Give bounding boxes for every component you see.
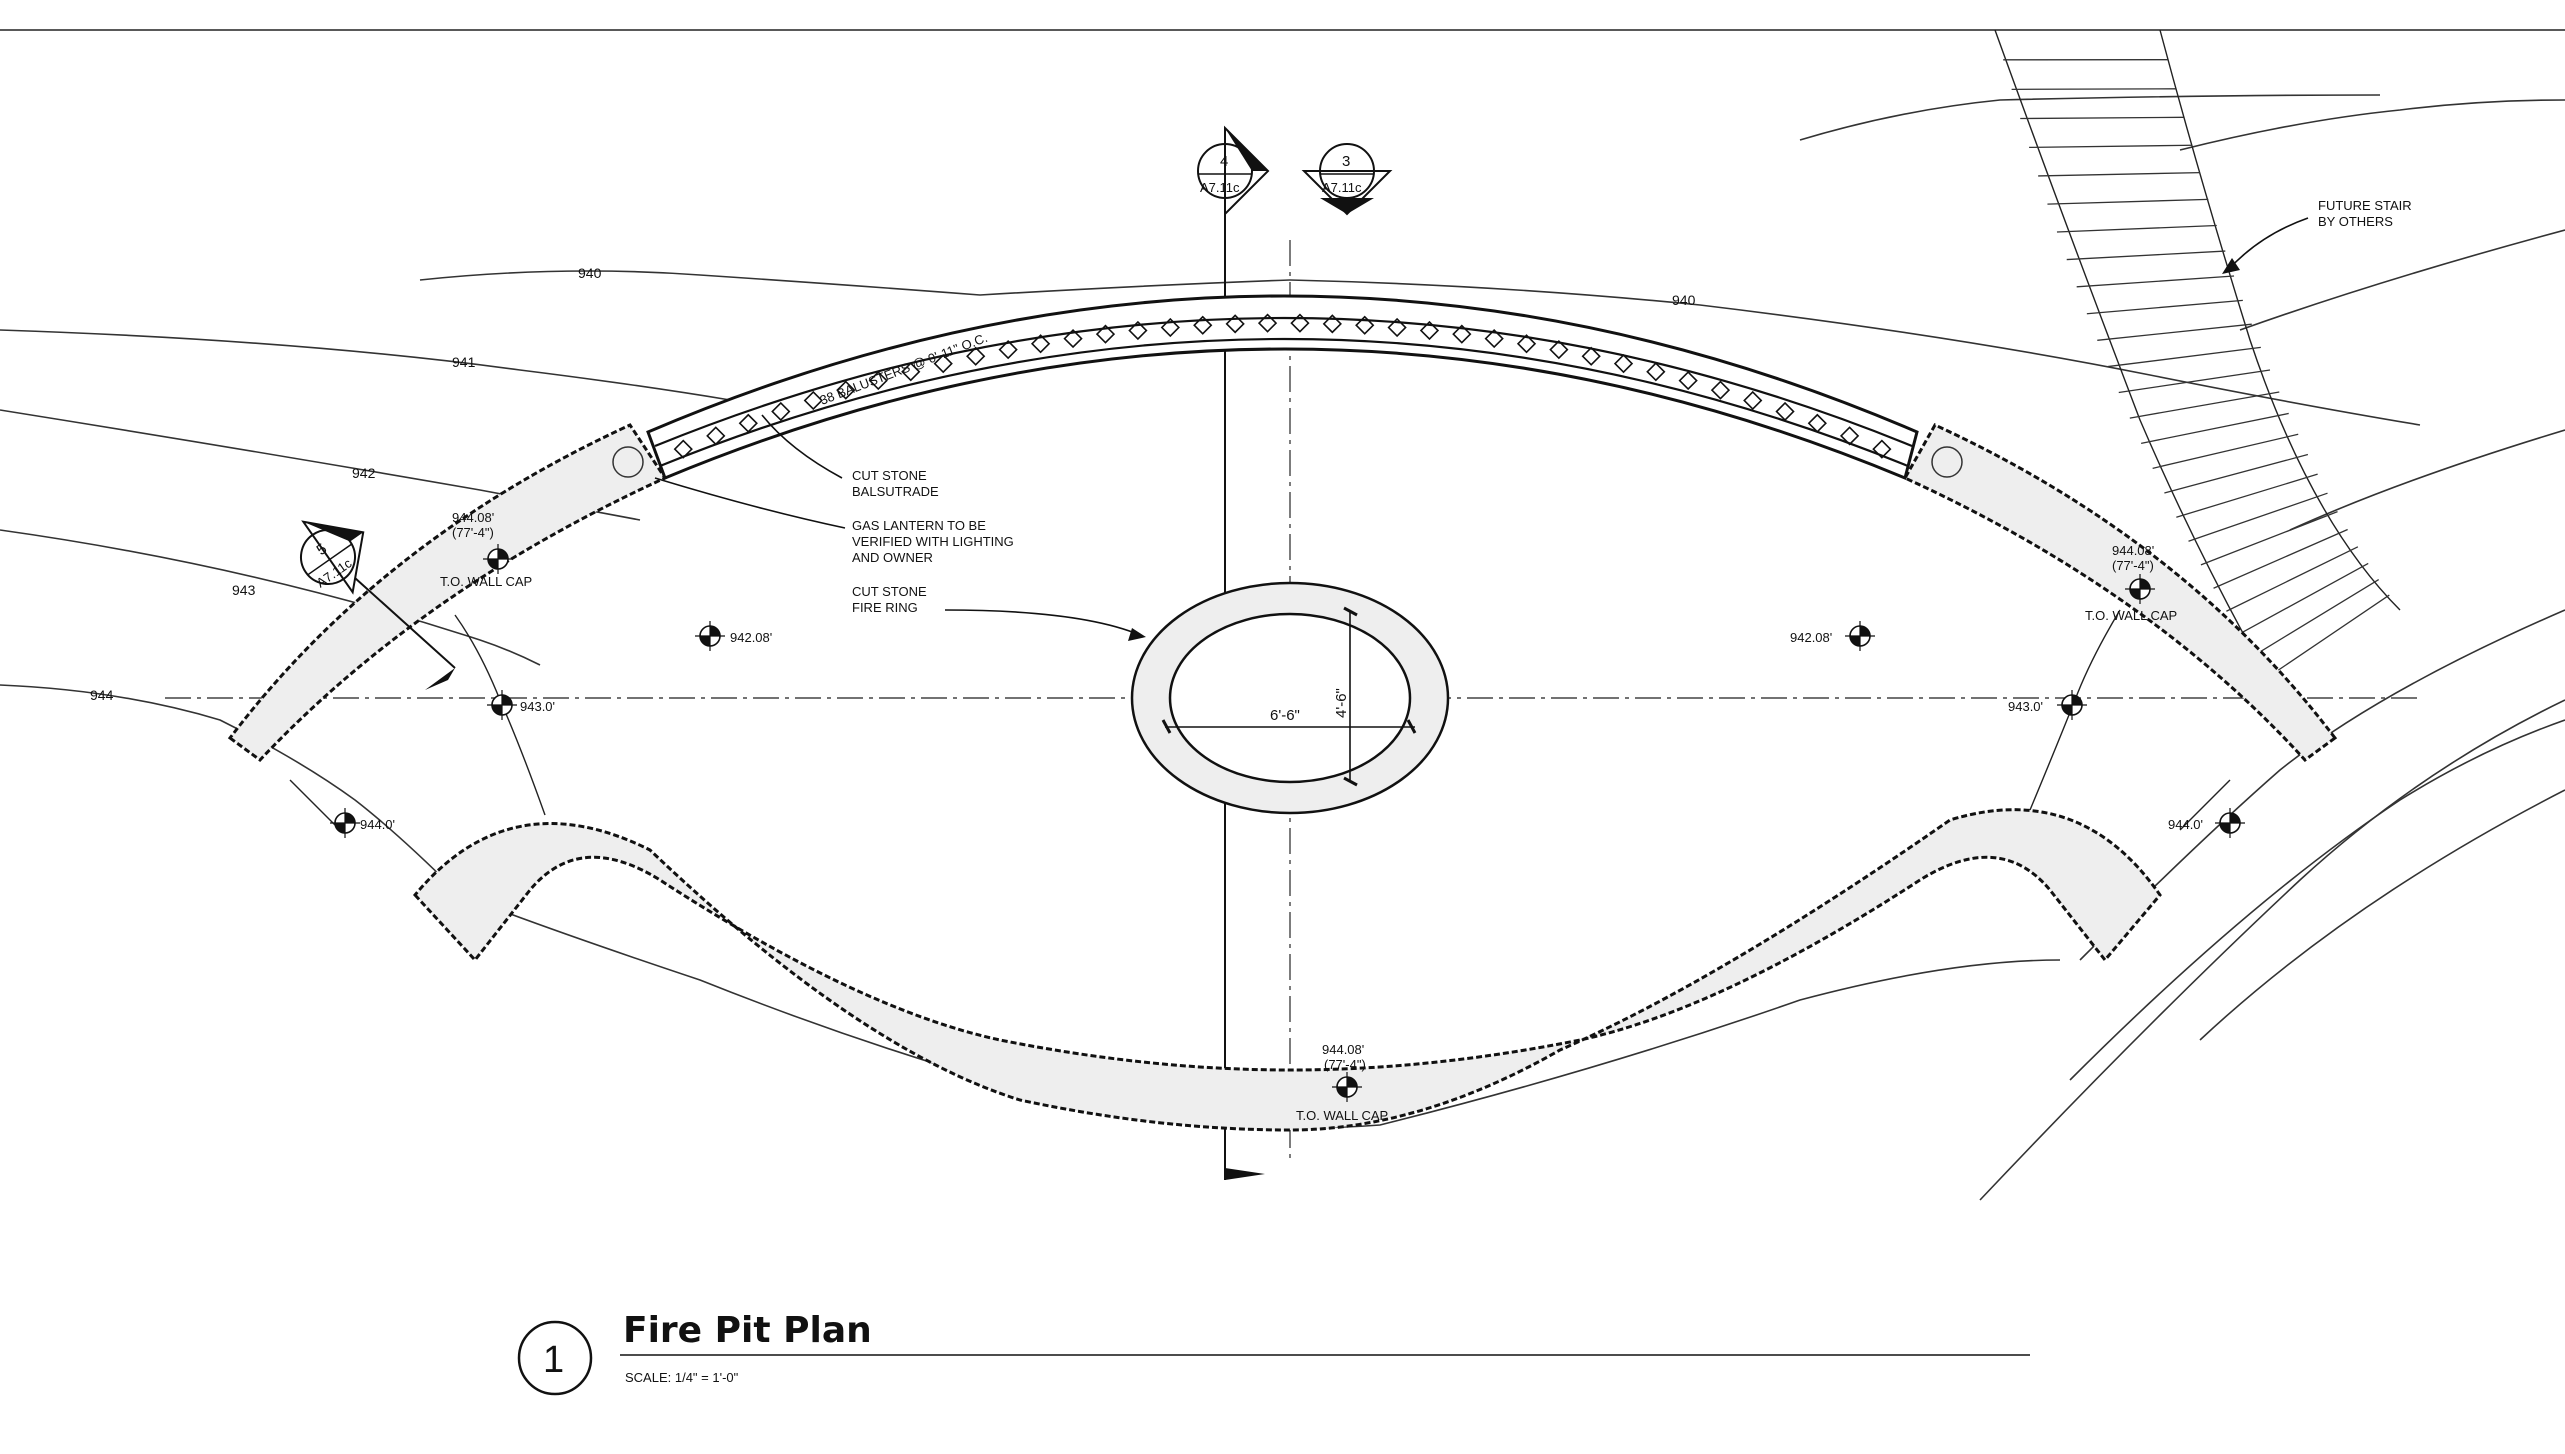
wall-radius-left-lower: [500, 700, 545, 815]
elev-spot-left-942: 942.08': [730, 630, 772, 645]
contour-right-e: [1980, 700, 2565, 1200]
elev-right-wall-cap-label: T.O. WALL CAP: [2085, 608, 2177, 623]
section-cut-arrow-bottom: [1225, 1168, 1265, 1180]
stair-tread: [2176, 474, 2317, 517]
section-marker-3-number: 3: [1342, 153, 1350, 170]
elev-spot-left-944: 944.0': [360, 817, 395, 832]
drawing-scale: SCALE: 1/4" = 1'-0": [625, 1370, 739, 1385]
elev-bottom-wall-cap: 944.08': [1322, 1042, 1364, 1057]
elev-left-wall-cap-label: T.O. WALL CAP: [440, 574, 532, 589]
note-stair-line-1: FUTURE STAIR: [2318, 198, 2412, 213]
ring-width-dimension: 6'-6": [1270, 707, 1300, 724]
section-marker-3-sheet: A7.11c: [1322, 180, 1362, 195]
elev-spot-right-943: 943.0': [2008, 699, 2043, 714]
note-lantern-line-3: AND OWNER: [852, 550, 933, 565]
stair-tread: [2130, 392, 2279, 418]
elev-right-wall-cap: 944.08': [2112, 543, 2154, 558]
left-wall-pier: [230, 425, 665, 760]
stair-tread: [2087, 300, 2243, 313]
elev-right-wall-cap-sub: (77'-4"): [2112, 558, 2154, 573]
elev-spot-left-943: 943.0': [520, 699, 555, 714]
leader-firering-arrowhead: [1128, 628, 1146, 641]
wall-radius-left-upper: [455, 615, 500, 700]
contour-label-942: 942: [352, 465, 376, 481]
fire-ring: 6'-6" 4'-6": [1132, 583, 1448, 813]
elev-bottom-wall-cap-sub: (77'-4"): [1324, 1057, 1366, 1072]
spot-elevation-icon: [330, 808, 360, 838]
contour-label-940-right: 940: [1672, 292, 1696, 308]
stair-tread: [2141, 413, 2289, 443]
section-marker-4-sheet: A7.11c: [1200, 180, 1240, 195]
leader-lantern: [655, 478, 845, 528]
stair-tread: [2108, 347, 2261, 366]
elev-left-wall-cap-sub: (77'-4"): [452, 525, 494, 540]
note-firering-line-1: CUT STONE: [852, 584, 927, 599]
right-wall-pier: [1905, 425, 2335, 760]
spot-elevation-icon: [2215, 808, 2245, 838]
stair-tread: [2097, 324, 2252, 340]
note-lantern-line-2: VERIFIED WITH LIGHTING: [852, 534, 1014, 549]
leader-stair: [2228, 218, 2308, 270]
leader-firering: [945, 610, 1140, 635]
stair-tread: [2047, 199, 2208, 204]
section-cut-arrow-5: [425, 668, 455, 690]
wall-radius-right-lower: [2030, 700, 2075, 810]
contour-right-b: [2180, 100, 2565, 150]
ring-depth-dimension: 4'-6": [1333, 688, 1350, 718]
stair-tread: [2020, 117, 2183, 118]
stair-tread: [2057, 226, 2217, 233]
contour-940-left: [420, 271, 1290, 295]
stair-tread: [2189, 493, 2328, 541]
stair-tread: [2214, 530, 2348, 589]
elev-bottom-wall-cap-label: T.O. WALL CAP: [1296, 1108, 1388, 1123]
contour-label-941: 941: [452, 354, 476, 370]
contour-label-943: 943: [232, 582, 256, 598]
contour-right-d: [2290, 430, 2565, 530]
contour-label-940-left: 940: [578, 265, 602, 281]
stair-tread: [2067, 251, 2226, 260]
contour-944-right-lower: [2080, 610, 2565, 960]
section-marker-4: 4 A7.11c: [1198, 128, 1268, 214]
spot-elevation-icon: [695, 621, 725, 651]
contour-941: [0, 330, 730, 400]
elev-spot-right-942: 942.08': [1790, 630, 1832, 645]
stair-edge-right: [2160, 30, 2400, 610]
drawing-title: Fire Pit Plan: [623, 1310, 872, 1351]
elev-spot-right-944: 944.0': [2168, 817, 2203, 832]
drawing-title-block: 1 Fire Pit Plan SCALE: 1/4" = 1'-0": [519, 1310, 2030, 1394]
note-balustrade-line-2: BALSUTRADE: [852, 484, 939, 499]
stair-tread: [2012, 89, 2176, 90]
stair-tread: [2077, 276, 2234, 287]
lower-seat-wall: [415, 810, 2160, 1130]
stair-tread: [2029, 145, 2192, 147]
note-balustrade-line-1: CUT STONE: [852, 468, 927, 483]
note-stair-line-2: BY OTHERS: [2318, 214, 2393, 229]
spot-elevation-icon: [1845, 621, 1875, 651]
wall-radius-right-upper: [2075, 610, 2120, 700]
stair-treads: [2003, 60, 2389, 679]
drawing-number: 1: [543, 1339, 564, 1381]
contour-label-944: 944: [90, 687, 114, 703]
spot-elevation-icon: [2057, 690, 2087, 720]
stair-tread: [2239, 563, 2368, 633]
note-firering-line-2: FIRE RING: [852, 600, 918, 615]
note-lantern-line-1: GAS LANTERN TO BE: [852, 518, 986, 533]
stair-tread: [2201, 512, 2338, 565]
section-marker-3-arrow-fill: [1320, 198, 1374, 214]
section-marker-4-number: 4: [1220, 153, 1228, 170]
contour-right-c: [2240, 230, 2565, 330]
elev-left-wall-cap: 944.08': [452, 510, 494, 525]
section-marker-3: 3 A7.11c: [1304, 144, 1390, 214]
stair-tread: [2038, 173, 2200, 176]
spot-elevation-icon: [487, 690, 517, 720]
contour-right-g: [2200, 790, 2565, 1040]
stair-tread: [2226, 547, 2357, 611]
fire-ring-inner: [1170, 614, 1410, 782]
